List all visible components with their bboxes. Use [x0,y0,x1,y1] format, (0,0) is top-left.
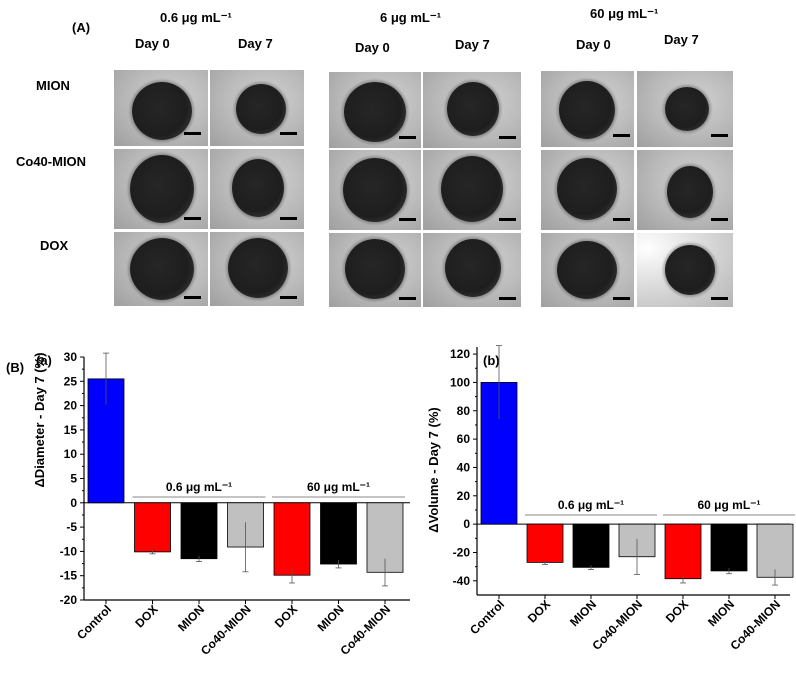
y-tick-label: -20 [60,593,78,607]
bar [320,502,357,565]
group-label: 60 μg mL⁻¹ [307,480,370,494]
concentration-header-2: 6 μg mL⁻¹ [380,10,442,25]
y-tick-label: 30 [64,350,78,364]
day-header-2: Day 7 [238,36,273,51]
y-tick-label: 25 [64,374,78,388]
y-tick-label: -10 [60,544,78,558]
micrograph-co40-60-day0 [541,150,634,230]
micrograph-dox-60-day0 [541,233,634,307]
y-tick-label: 0 [463,517,470,531]
bar [526,523,564,563]
day-header-1: Day 0 [135,36,170,51]
x-tick-label: Control [74,602,114,642]
y-tick-label: 10 [64,447,78,461]
x-tick-label: Co40-MION [589,597,645,653]
x-tick-label: Co40-MION [727,597,783,653]
bar [572,523,610,568]
x-tick-label: MION [567,597,599,629]
bar [180,502,218,560]
day-header-5: Day 0 [576,37,611,52]
y-tick-label: -15 [60,569,78,583]
micrograph-co40-6-day0 [329,150,421,230]
concentration-header-1: 0.6 μg mL⁻¹ [160,10,232,25]
y-tick-label: -40 [453,574,471,588]
day-header-3: Day 0 [355,40,390,55]
y-tick-label: -5 [66,520,77,534]
panel-sub-label: (a) [36,353,52,368]
y-tick-label: 100 [450,375,470,389]
y-tick-label: 80 [457,404,471,418]
y-tick-label: 120 [450,347,470,361]
panel-a-label: (A) [72,20,91,35]
micrograph-mion-60-day0 [541,71,634,147]
micrograph-mion-60-day7 [637,71,733,147]
micrograph-mion-0.6-day7 [210,70,304,146]
bar [710,523,748,572]
micrograph-dox-60-day7 [637,233,733,307]
x-tick-label: DOX [525,597,553,625]
bar [664,523,702,580]
micrograph-dox-0.6-day0 [114,232,208,306]
x-tick-label: DOX [272,602,300,630]
concentration-header-3: 60 μg mL⁻¹ [590,6,659,21]
x-tick-label: MION [315,602,347,634]
y-tick-label: 60 [457,432,471,446]
micrograph-mion-6-day0 [329,72,421,148]
bar [273,502,311,576]
micrograph-mion-6-day7 [423,72,521,148]
micrograph-mion-0.6-day0 [114,70,208,146]
micrograph-dox-6-day0 [329,233,421,307]
x-tick-label: DOX [132,602,160,630]
x-tick-label: Control [467,597,507,637]
y-tick-label: 15 [64,423,78,437]
y-axis-label: ΔVolume - Day 7 (%) [426,407,441,532]
bar [756,523,794,578]
micrograph-dox-6-day7 [423,233,521,307]
y-tick-label: 5 [70,472,77,486]
y-tick-label: 40 [457,460,471,474]
x-tick-label: Co40-MION [337,602,393,658]
chart-diameter: (a) -20 -15 -10 -5 0 5 10 15 20 25 30 ΔDiameter - Da… [32,350,410,658]
y-tick-label: 0 [70,496,77,510]
chart-volume: (b) -40 -20 0 20 40 60 80 100 120 ΔVolume - Day 7 … [426,345,795,653]
micrograph-co40-0.6-day7 [210,149,304,229]
micrograph-co40-60-day7 [637,150,733,230]
x-tick-label: DOX [663,597,691,625]
panel-sub-label: (b) [483,353,500,368]
group-label: 60 μg mL⁻¹ [697,498,760,512]
day-header-6: Day 7 [664,32,699,47]
y-tick-label: 20 [457,489,471,503]
micrograph-co40-6-day7 [423,150,521,230]
x-tick-label: MION [175,602,207,634]
bar [134,502,171,553]
x-tick-label: MION [705,597,737,629]
row-label-co40-mion: Co40-MION [16,154,87,169]
y-tick-label: 20 [64,399,78,413]
micrograph-co40-0.6-day0 [114,149,208,229]
panel-b-label: (B) [6,360,25,375]
day-header-4: Day 7 [455,37,490,52]
row-label-mion: MION [36,78,70,93]
group-label: 0.6 μg mL⁻¹ [558,498,624,512]
row-label-dox: DOX [40,238,69,253]
micrograph-dox-0.6-day7 [210,232,304,306]
x-tick-label: Co40-MION [198,602,254,658]
y-axis-label: ΔDiameter - Day 7 (%) [32,352,47,487]
group-label: 0.6 μg mL⁻¹ [166,480,232,494]
y-tick-label: -20 [453,545,471,559]
